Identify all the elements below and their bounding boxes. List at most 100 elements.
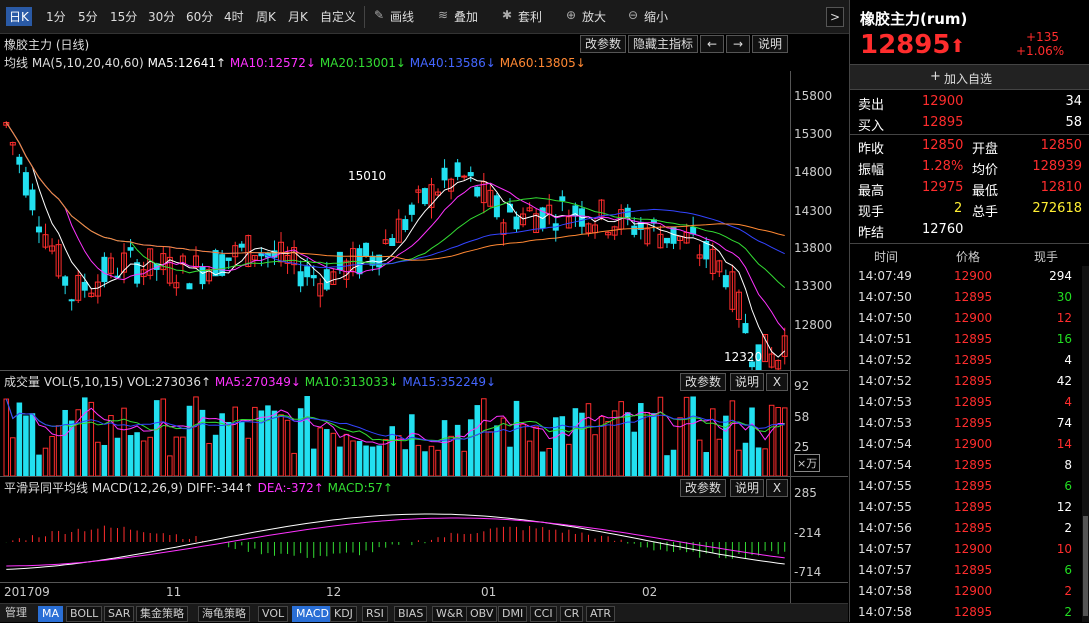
macd-chart[interactable] xyxy=(0,496,790,582)
stat-row: 现手 2 总手 272618 xyxy=(850,199,1082,220)
price-tick: 13300 xyxy=(794,279,833,293)
main-help-button[interactable]: 说明 xyxy=(752,35,788,53)
tick-volume: 2 xyxy=(1064,584,1072,598)
price-tick: 14800 xyxy=(794,165,833,179)
stat-label: 振幅 xyxy=(858,163,885,178)
tab-dmi[interactable]: DMI xyxy=(498,606,528,622)
tick-row: 14:07:49 12900 294 xyxy=(850,266,1082,287)
vol-help-button[interactable]: 说明 xyxy=(730,373,764,391)
zoom-in-button[interactable]: 放大 xyxy=(582,10,607,24)
period-custom[interactable]: 自定义 xyxy=(320,10,357,24)
tick-row: 14:07:50 12900 12 xyxy=(850,308,1082,329)
tab-kdj[interactable]: KDJ xyxy=(330,606,357,622)
expand-arrow-button[interactable]: > xyxy=(826,7,844,27)
tab-manage[interactable]: 管理 xyxy=(5,606,27,619)
period-weekly[interactable]: 周K xyxy=(256,10,276,24)
arbitrage-icon: ✱ xyxy=(502,8,513,22)
period-daily[interactable]: 日K xyxy=(6,7,32,26)
arbitrage-button[interactable]: 套利 xyxy=(518,10,543,24)
tab-atr[interactable]: ATR xyxy=(586,606,616,622)
tab-bias[interactable]: BIAS xyxy=(394,606,428,622)
period-30min[interactable]: 30分 xyxy=(148,10,176,24)
sell-volume: 34 xyxy=(1065,94,1082,109)
vol-close-button[interactable]: X xyxy=(766,373,788,391)
tick-header-price: 价格 xyxy=(956,250,981,264)
pencil-icon: ✎ xyxy=(374,8,385,22)
price-tick: 15800 xyxy=(794,89,833,103)
plus-icon: + xyxy=(930,69,941,84)
tick-scrollbar[interactable] xyxy=(1082,266,1089,622)
ma60-value: MA60:13805↓ xyxy=(499,56,586,70)
period-60min[interactable]: 60分 xyxy=(186,10,214,24)
tab-ma[interactable]: MA xyxy=(38,606,64,622)
stat-value: 12975 xyxy=(922,180,964,195)
period-5min[interactable]: 5分 xyxy=(78,10,98,24)
macd-close-button[interactable]: X xyxy=(766,479,788,497)
tab-boll[interactable]: BOLL xyxy=(66,606,103,622)
tick-time: 14:07:54 xyxy=(858,437,912,451)
low-label: 12320 xyxy=(724,350,763,364)
tab-jijin-strategy[interactable]: 集金策略 xyxy=(136,606,188,622)
tab-obv[interactable]: OBV xyxy=(466,606,498,622)
tab-cci[interactable]: CCI xyxy=(530,606,557,622)
tick-volume: 6 xyxy=(1064,563,1072,577)
volume-chart[interactable] xyxy=(0,390,790,476)
stat-value: 1.28% xyxy=(922,159,964,174)
tick-volume: 8 xyxy=(1064,458,1072,472)
period-4h[interactable]: 4时 xyxy=(224,10,244,24)
buy-volume: 58 xyxy=(1065,115,1082,130)
x-axis-label: 12 xyxy=(326,585,342,599)
period-15min[interactable]: 15分 xyxy=(110,10,138,24)
scroll-right-button[interactable]: → xyxy=(726,35,750,53)
macd-tick: -714 xyxy=(794,565,822,579)
tick-volume: 6 xyxy=(1064,479,1072,493)
divider xyxy=(850,134,1089,135)
scroll-left-button[interactable]: ← xyxy=(700,35,724,53)
vol-title: 成交量 xyxy=(4,375,41,389)
tick-price: 12900 xyxy=(954,311,993,325)
main-edit-params-button[interactable]: 改参数 xyxy=(580,35,626,53)
tick-header-volume: 现手 xyxy=(1034,250,1059,264)
tick-price: 12900 xyxy=(954,269,993,283)
tick-row: 14:07:56 12895 2 xyxy=(850,518,1082,539)
stat-value: 128939 xyxy=(1032,159,1082,174)
tick-time: 14:07:58 xyxy=(858,584,912,598)
tab-turtle-strategy[interactable]: 海龟策略 xyxy=(198,606,250,622)
add-watchlist-button[interactable]: + 加入自选 xyxy=(850,64,1089,90)
tick-row: 14:07:55 12895 6 xyxy=(850,476,1082,497)
sell-row: 卖出 12900 34 xyxy=(850,92,1082,113)
stat-row: 昨收 12850 开盘 12850 xyxy=(850,136,1082,157)
period-1min[interactable]: 1分 xyxy=(46,10,66,24)
tab-rsi[interactable]: RSI xyxy=(362,606,388,622)
tick-time: 14:07:54 xyxy=(858,458,912,472)
tick-price: 12895 xyxy=(954,500,993,514)
tick-price: 12895 xyxy=(954,563,993,577)
tab-vol[interactable]: VOL xyxy=(258,606,289,622)
hide-main-indicator-button[interactable]: 隐藏主指标 xyxy=(628,35,698,53)
macd-edit-params-button[interactable]: 改参数 xyxy=(680,479,726,497)
macd-help-button[interactable]: 说明 xyxy=(730,479,764,497)
tick-volume: 30 xyxy=(1056,290,1072,304)
zoom-out-button[interactable]: 缩小 xyxy=(644,10,669,24)
vol-edit-params-button[interactable]: 改参数 xyxy=(680,373,726,391)
tab-macd[interactable]: MACD xyxy=(292,606,333,622)
tab-sar[interactable]: SAR xyxy=(104,606,135,622)
macd-legend: 平滑异同平均线 MACD(12,26,9) DIFF:-344↑ DEA:-37… xyxy=(4,479,393,496)
buy-label: 买入 xyxy=(858,119,885,134)
price-tick: 12800 xyxy=(794,318,833,332)
stat-value: 12810 xyxy=(1040,180,1082,195)
overlay-button[interactable]: 叠加 xyxy=(454,10,479,24)
tab-wr[interactable]: W&R xyxy=(432,606,468,622)
candlestick-chart[interactable] xyxy=(0,71,848,371)
x-axis-label: 11 xyxy=(166,585,182,599)
draw-line-button[interactable]: 画线 xyxy=(390,10,415,24)
tab-cr[interactable]: CR xyxy=(560,606,584,622)
tick-price: 12895 xyxy=(954,605,993,619)
stat-row: 最高 12975 最低 12810 xyxy=(850,178,1082,199)
stat-value: 12850 xyxy=(922,138,964,153)
scrollbar-thumb[interactable] xyxy=(1083,516,1088,616)
period-monthly[interactable]: 月K xyxy=(288,10,308,24)
tick-price: 12895 xyxy=(954,416,993,430)
add-watchlist-label: 加入自选 xyxy=(944,72,993,86)
x-axis-label: 02 xyxy=(642,585,658,599)
